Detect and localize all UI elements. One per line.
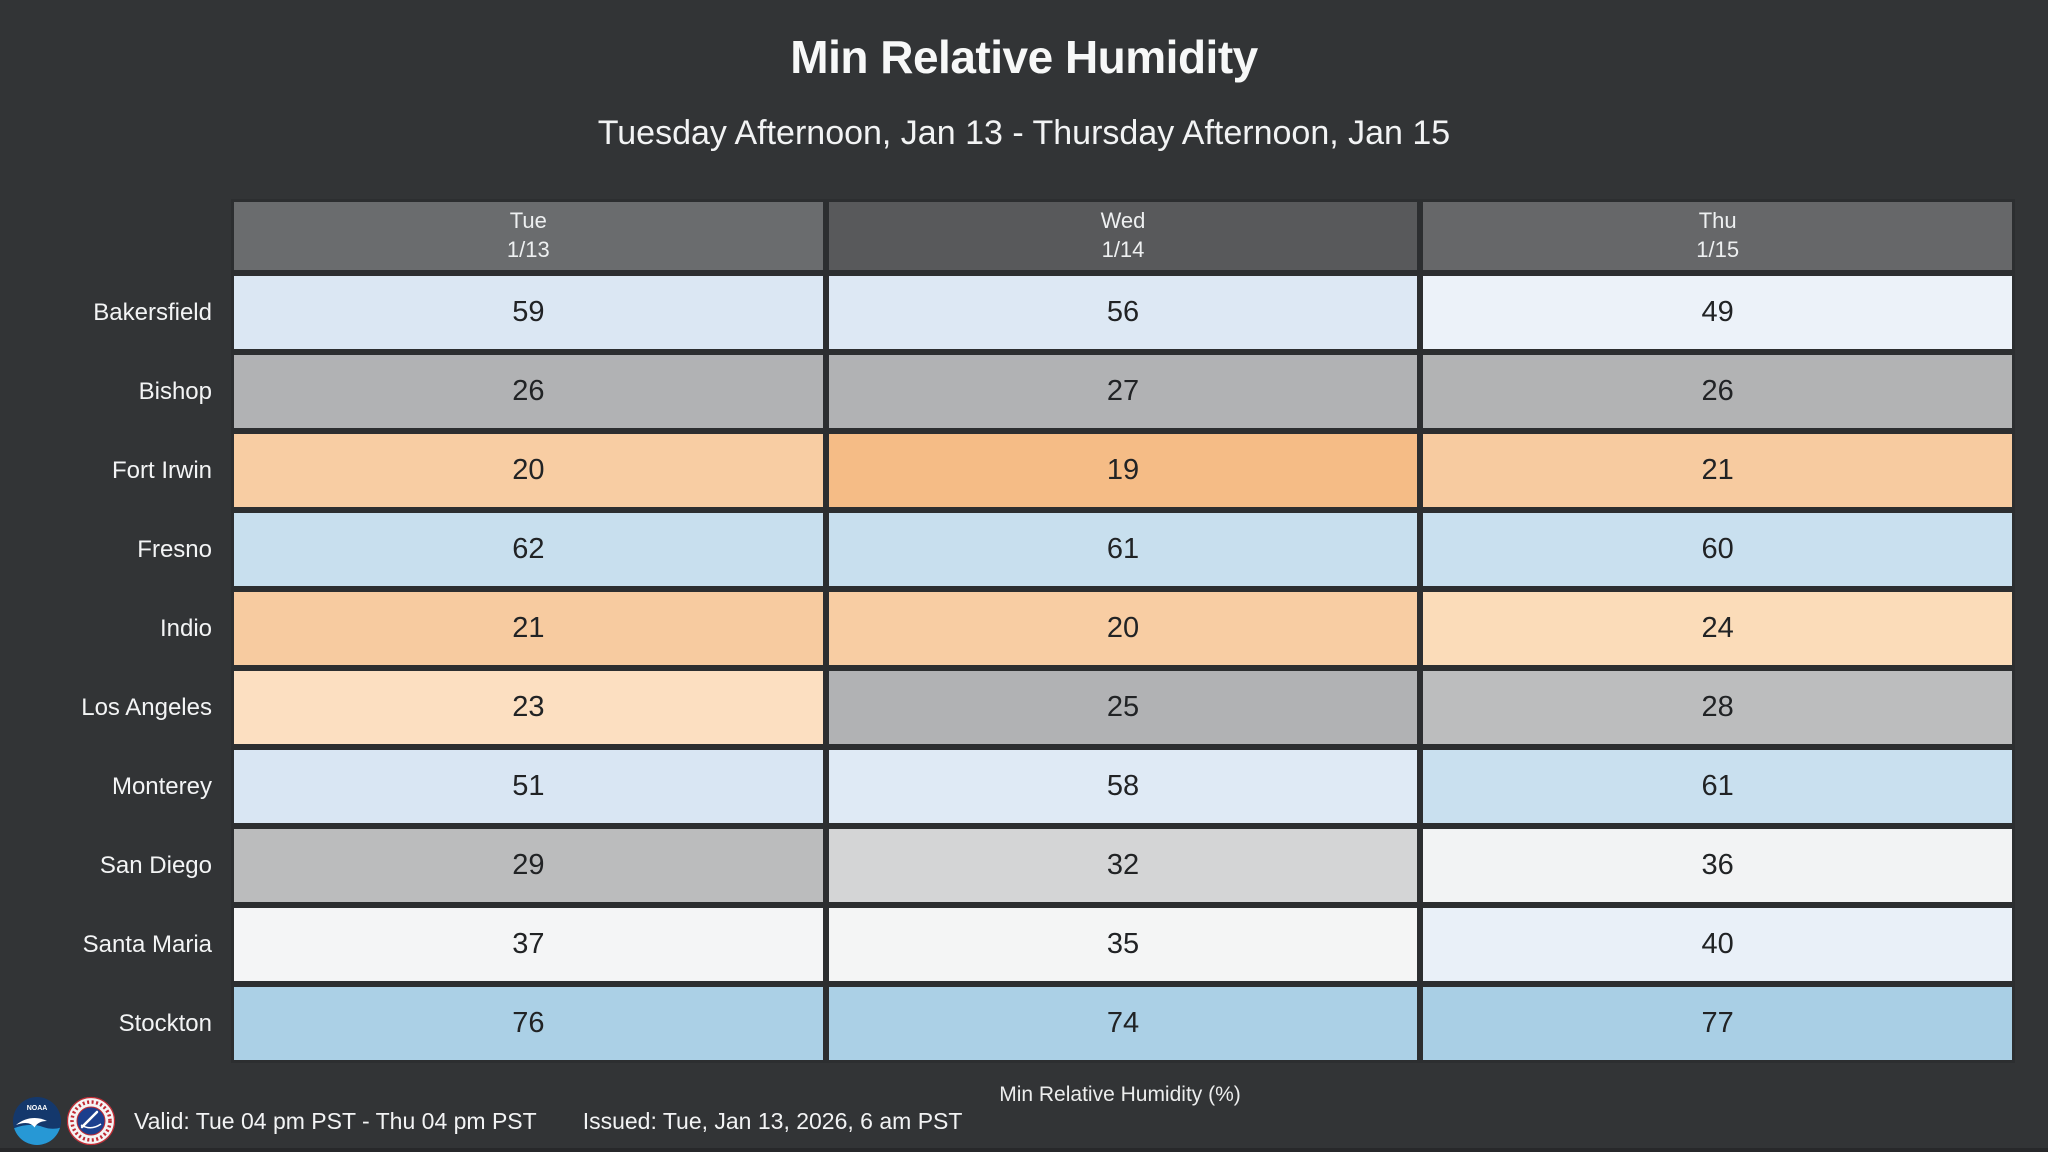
- humidity-cell: 58: [828, 750, 1418, 823]
- humidity-cell: 59: [234, 276, 823, 349]
- valid-text: Valid: Tue 04 pm PST - Thu 04 pm PST: [134, 1107, 537, 1134]
- row-label: Indio: [159, 614, 212, 642]
- nws-logo-icon: [66, 1096, 116, 1146]
- humidity-cell: 74: [828, 987, 1418, 1060]
- humidity-cell: 24: [1423, 592, 2012, 665]
- humidity-cell: 26: [1423, 355, 2012, 428]
- humidity-cell: 60: [1423, 513, 2012, 586]
- row-label: San Diego: [99, 851, 212, 879]
- column-header-day: Wed: [1100, 208, 1146, 234]
- humidity-cell: 62: [234, 513, 823, 586]
- humidity-cell: 56: [828, 276, 1418, 349]
- svg-text:NOAA: NOAA: [27, 1105, 48, 1112]
- humidity-cell: 20: [234, 434, 823, 507]
- humidity-cell: 27: [828, 355, 1418, 428]
- humidity-cell: 21: [234, 592, 823, 665]
- row-label: Bakersfield: [93, 298, 212, 326]
- humidity-cell: 40: [1423, 908, 2012, 981]
- column-header-tue: Tue 1/13: [234, 202, 823, 270]
- humidity-cell: 37: [234, 908, 823, 981]
- humidity-cell: 26: [234, 355, 823, 428]
- column-header-date: 1/14: [1101, 237, 1145, 262]
- humidity-cell: 32: [828, 829, 1418, 902]
- bottom-edge-strip: [0, 1148, 2048, 1152]
- row-label: Monterey: [111, 772, 212, 800]
- humidity-cell: 76: [234, 987, 823, 1060]
- unit-caption: Min Relative Humidity (%): [999, 1083, 1241, 1106]
- row-label: Fort Irwin: [111, 456, 212, 484]
- row-label: Fresno: [137, 535, 212, 563]
- humidity-cell: 77: [1423, 987, 2012, 1060]
- humidity-cell: 23: [234, 671, 823, 744]
- humidity-cell: 25: [828, 671, 1418, 744]
- humidity-cell: 35: [828, 908, 1418, 981]
- humidity-cell: 28: [1423, 671, 2012, 744]
- row-label: Stockton: [118, 1009, 212, 1037]
- humidity-cell: 61: [1423, 750, 2012, 823]
- column-header-date: 1/13: [506, 237, 550, 262]
- footer: NOAA Valid: Tue 04 pm PST - Thu 04 pm PS…: [12, 1095, 962, 1147]
- column-header-wed: Wed 1/14: [828, 202, 1418, 270]
- humidity-cell: 19: [828, 434, 1418, 507]
- humidity-cell: 49: [1423, 276, 2012, 349]
- issued-text: Issued: Tue, Jan 13, 2026, 6 am PST: [582, 1107, 963, 1134]
- table-corner-spacer: [0, 202, 228, 270]
- column-header-date: 1/15: [1696, 237, 1740, 262]
- column-header-day: Tue: [509, 208, 547, 234]
- row-label: Santa Maria: [82, 930, 212, 958]
- humidity-cell: 61: [828, 513, 1418, 586]
- page-subtitle: Tuesday Afternoon, Jan 13 - Thursday Aft…: [597, 114, 1451, 152]
- humidity-cell: 29: [234, 829, 823, 902]
- humidity-table: Tue 1/13 Wed 1/14 Thu 1/15 Bakersfield 59 56 49 Bi…: [0, 202, 2012, 1060]
- humidity-cell: 21: [1423, 434, 2012, 507]
- row-label: Bishop: [138, 377, 212, 405]
- noaa-logo-icon: NOAA: [13, 1097, 61, 1145]
- row-label: Los Angeles: [81, 693, 212, 721]
- humidity-cell: 20: [828, 592, 1418, 665]
- humidity-cell: 36: [1423, 829, 2012, 902]
- column-header-thu: Thu 1/15: [1423, 202, 2012, 270]
- page-title: Min Relative Humidity: [790, 31, 1258, 83]
- column-header-day: Thu: [1698, 208, 1737, 234]
- humidity-cell: 51: [234, 750, 823, 823]
